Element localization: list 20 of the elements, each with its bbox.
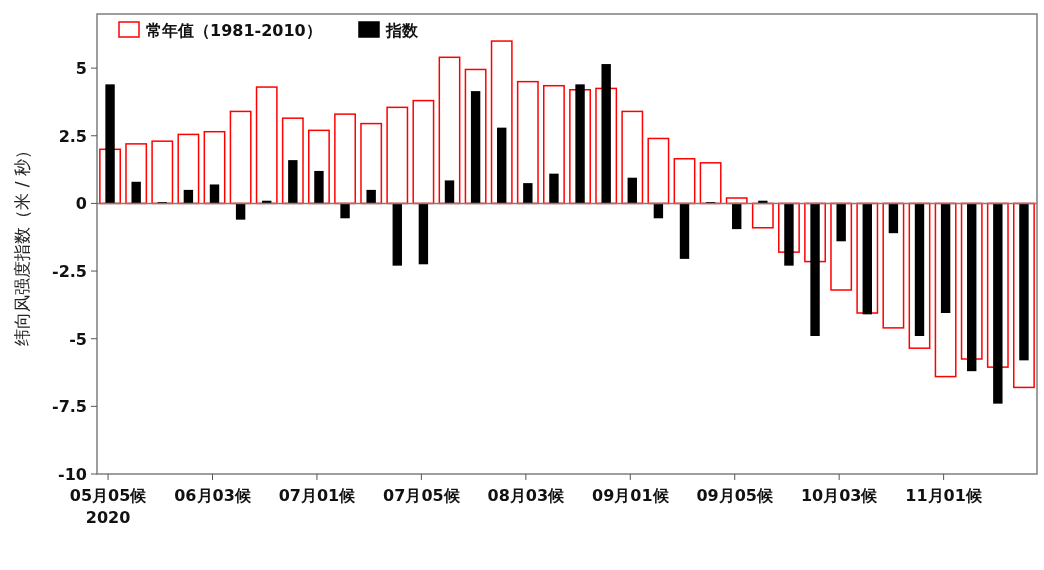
legend-label: 指数 bbox=[385, 21, 419, 40]
x-tick-label: 07月05候 bbox=[383, 486, 461, 505]
x-tick-label: 09月05候 bbox=[696, 486, 774, 505]
x-tick-label: 09月01候 bbox=[592, 486, 670, 505]
y-tick-label: 5 bbox=[75, 59, 87, 79]
y-tick-label: -5 bbox=[69, 329, 87, 349]
legend-label: 常年值（1981-2010） bbox=[146, 21, 322, 40]
x-tick-label: 10月03候 bbox=[800, 486, 879, 505]
y-axis-title: 纬向风强度指数（米 / 秒） bbox=[12, 142, 32, 346]
y-tick-label: -7.5 bbox=[52, 397, 87, 417]
y-tick-label: -10 bbox=[58, 465, 87, 484]
y-tick-label: -2.5 bbox=[52, 262, 87, 282]
y-tick-label: 2.5 bbox=[58, 126, 87, 146]
y-tick-label: 0 bbox=[75, 194, 87, 214]
x-tick-label: 08月03候 bbox=[487, 486, 566, 505]
x-tick-label: 07月01候 bbox=[278, 486, 357, 505]
text: 2020 bbox=[85, 508, 131, 527]
x-tick-label: 06月03候 bbox=[174, 486, 252, 505]
x-tick-label: 11月01候 bbox=[905, 486, 983, 505]
x-tick-label: 05月05候 bbox=[69, 486, 148, 505]
